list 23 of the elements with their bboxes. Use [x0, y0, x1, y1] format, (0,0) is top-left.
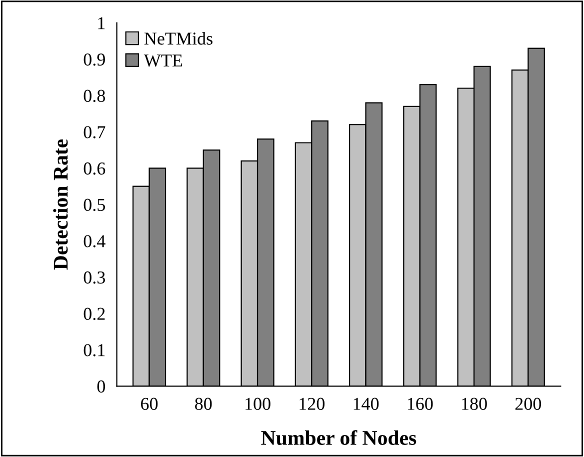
y-tick-label: 0.6 — [84, 162, 106, 175]
x-tick-label: 120 — [300, 398, 325, 410]
y-tick-label: 0.3 — [84, 271, 105, 284]
y-tick-label: 1 — [98, 17, 105, 30]
legend-label: NeTMids — [144, 32, 212, 45]
y-tick-label: 0.9 — [84, 53, 105, 66]
y-tick-label: 0.7 — [84, 126, 106, 138]
legend-label: WTE — [144, 54, 182, 67]
x-tick-label: 140 — [354, 398, 379, 410]
x-axis-title: Number of Nodes — [261, 430, 416, 446]
x-tick-label: 60 — [141, 398, 158, 410]
x-tick-label: 180 — [462, 398, 487, 410]
x-tick-label: 160 — [408, 398, 433, 410]
y-tick-label: 0 — [97, 380, 105, 393]
y-axis-title: Detection Rate — [53, 139, 68, 270]
x-tick-label: 200 — [515, 398, 542, 410]
y-tick-label: 0.5 — [84, 198, 105, 212]
x-tick-label: 80 — [195, 398, 212, 410]
x-tick-label: 100 — [246, 398, 270, 410]
y-tick-label: 0.1 — [84, 344, 105, 356]
y-tick-label: 0.4 — [84, 235, 106, 248]
y-tick-label: 0.8 — [84, 90, 105, 102]
y-tick-label: 0.2 — [84, 308, 105, 320]
